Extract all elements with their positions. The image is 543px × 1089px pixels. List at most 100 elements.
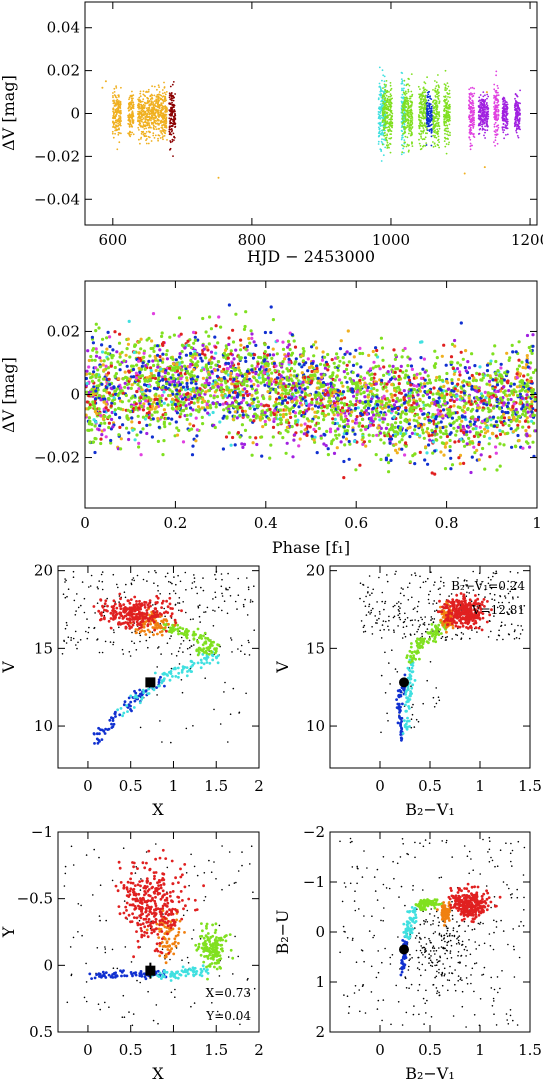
- data-point: [112, 122, 115, 125]
- data-point: [427, 378, 431, 382]
- data-point: [315, 346, 319, 350]
- data-point: [152, 363, 156, 368]
- data-point: [352, 394, 356, 398]
- data-point: [434, 113, 437, 116]
- data-point: [163, 98, 166, 101]
- data-point: [403, 120, 406, 123]
- data-point: [162, 135, 165, 138]
- data-point: [428, 90, 430, 93]
- data-point: [524, 440, 529, 444]
- data-point: [130, 97, 133, 100]
- data-point: [154, 126, 157, 128]
- data-point: [430, 119, 433, 122]
- data-point: [443, 140, 446, 143]
- data-point: [427, 93, 430, 96]
- data-point: [382, 94, 385, 97]
- data-point: [139, 430, 143, 434]
- data-point: [410, 115, 413, 117]
- data-point: [469, 127, 472, 130]
- data-point: [104, 435, 108, 439]
- data-point: [403, 127, 406, 129]
- data-point: [452, 372, 456, 376]
- data-point: [137, 112, 140, 115]
- data-point: [147, 108, 149, 111]
- data-point: [334, 433, 338, 437]
- data-point: [214, 324, 218, 328]
- data-point: [471, 407, 475, 411]
- data-point: [418, 450, 422, 454]
- data-point: [429, 112, 432, 115]
- data-point: [161, 89, 164, 91]
- data-point: [517, 112, 519, 114]
- data-point: [497, 87, 499, 89]
- data-point: [413, 428, 417, 432]
- data-point: [346, 419, 350, 423]
- data-point: [418, 132, 420, 135]
- data-point: [471, 133, 474, 135]
- data-point: [406, 126, 409, 128]
- data-point: [381, 117, 384, 120]
- data-point: [484, 118, 486, 121]
- data-point: [382, 128, 385, 131]
- data-point: [153, 119, 156, 122]
- data-point: [497, 113, 499, 116]
- data-point: [162, 92, 164, 95]
- data-point: [434, 102, 437, 104]
- data-point: [440, 354, 444, 358]
- data-point: [150, 112, 152, 115]
- data-point: [355, 362, 359, 366]
- data-point: [495, 423, 500, 427]
- data-point: [335, 375, 339, 379]
- data-point: [410, 100, 413, 103]
- data-point: [142, 109, 145, 112]
- data-point: [157, 111, 160, 114]
- data-point: [131, 94, 134, 97]
- data-point: [145, 131, 148, 133]
- data-point: [426, 462, 430, 466]
- data-point: [469, 138, 472, 141]
- data-point: [434, 129, 436, 132]
- data-point: [287, 357, 291, 361]
- data-point: [495, 104, 498, 107]
- data-point: [434, 87, 437, 90]
- data-point: [401, 89, 403, 91]
- data-point: [385, 101, 388, 104]
- data-point: [168, 92, 171, 95]
- data-point: [290, 333, 294, 337]
- data-point: [170, 94, 172, 97]
- data-point: [140, 103, 143, 106]
- data-point: [501, 430, 505, 434]
- data-point: [112, 92, 114, 94]
- data-point: [142, 98, 145, 101]
- data-point: [472, 118, 475, 121]
- data-point: [386, 90, 388, 92]
- data-point: [417, 416, 421, 420]
- data-point: [138, 117, 141, 120]
- data-point: [171, 83, 174, 86]
- data-point: [494, 121, 497, 124]
- data-point: [418, 119, 421, 121]
- data-point: [502, 111, 504, 114]
- data-point: [481, 408, 485, 412]
- data-point: [444, 363, 448, 367]
- data-point: [516, 135, 519, 137]
- data-point: [173, 119, 176, 121]
- data-point: [128, 355, 132, 359]
- data-point: [435, 91, 438, 93]
- data-point: [150, 103, 152, 106]
- data-point: [433, 429, 437, 433]
- data-point: [151, 94, 154, 97]
- data-point: [479, 104, 482, 106]
- data-point: [386, 422, 390, 427]
- data-point: [351, 419, 355, 423]
- data-point: [163, 129, 166, 132]
- data-point: [118, 425, 122, 429]
- data-point: [150, 100, 153, 102]
- data-point: [518, 122, 520, 125]
- data-point: [470, 92, 472, 94]
- data-point: [483, 166, 486, 169]
- data-point: [148, 112, 151, 115]
- data-point: [147, 110, 149, 112]
- data-point: [443, 445, 447, 449]
- data-point: [346, 385, 350, 389]
